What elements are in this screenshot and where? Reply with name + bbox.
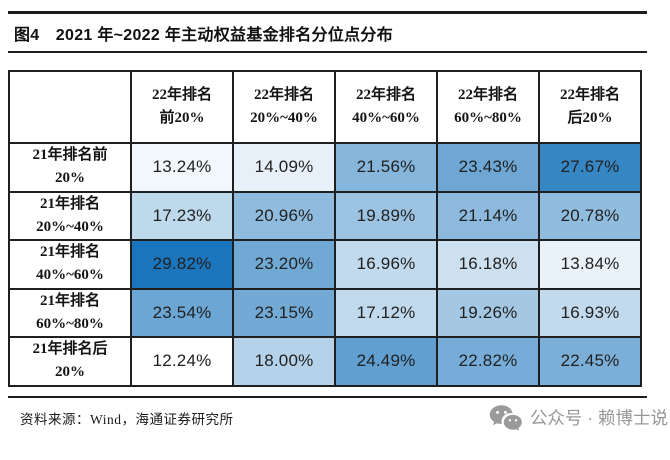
heatmap-cell: 19.89% — [334, 190, 438, 241]
table-row: 21年排名 40%~60% 29.82% 23.20% 16.96% 16.18… — [8, 239, 642, 290]
row-header-line1: 21年排名后 — [32, 341, 108, 357]
row-header-line1: 21年排名 — [39, 195, 100, 212]
row-header-line1: 21年排名前 — [32, 147, 108, 163]
watermark-text: 公众号 · 赖博士说 — [529, 408, 668, 428]
col-header-22yr-bottom20: 22年排名 后20% — [538, 70, 642, 144]
col-header-line1: 22年排名 — [253, 86, 314, 103]
row-header-21yr-bottom20: 21年排名后 20% — [8, 336, 132, 387]
row-header-line2: 40%~60% — [36, 267, 104, 284]
heatmap-cell: 17.23% — [130, 190, 234, 241]
col-header-22yr-top20: 22年排名 前20% — [130, 70, 234, 144]
col-header-line2: 20%~40% — [250, 110, 318, 126]
heatmap-cell: 23.15% — [232, 287, 336, 338]
footer: 资料来源：Wind，海通证券研究所 公众号 · 赖博士说 — [0, 398, 670, 432]
table-row: 21年排名 60%~80% 23.54% 23.15% 17.12% 19.26… — [8, 287, 642, 338]
row-header-21yr-40-60: 21年排名 40%~60% — [8, 239, 132, 290]
footer-divider — [8, 395, 647, 398]
heatmap-cell: 13.24% — [130, 142, 234, 193]
heatmap-cell: 19.26% — [436, 287, 540, 338]
col-header-line2: 后20% — [567, 110, 613, 126]
figure-title: 图4 2021 年~2022 年主动权益基金排名分位点分布 — [14, 27, 394, 44]
col-header-line2: 前20% — [159, 110, 205, 126]
col-header-line1: 22年排名 — [559, 86, 620, 103]
row-header-line2: 60%~80% — [36, 315, 104, 332]
table-row: 21年排名 20%~40% 17.23% 20.96% 19.89% 21.14… — [8, 190, 642, 241]
row-header-21yr-60-80: 21年排名 60%~80% — [8, 287, 132, 338]
col-header-line1: 22年排名 — [151, 86, 212, 103]
heatmap-cell: 16.93% — [538, 287, 642, 338]
heatmap-cell: 16.96% — [334, 239, 438, 290]
row-header-line1: 21年排名 — [39, 292, 100, 309]
heatmap-cell: 23.54% — [130, 287, 234, 338]
row-header-line2: 20% — [55, 364, 85, 381]
col-header-line2: 60%~80% — [454, 110, 522, 126]
heatmap-cell: 12.24% — [130, 336, 234, 387]
row-header-21yr-top20: 21年排名前 20% — [8, 142, 132, 193]
heatmap-cell: 22.45% — [538, 336, 642, 387]
row-header-line2: 20% — [55, 170, 85, 187]
heatmap-cell: 20.78% — [538, 190, 642, 241]
col-header-line2: 40%~60% — [352, 110, 420, 126]
heatmap-cell: 27.67% — [538, 142, 642, 193]
heatmap-cell: 23.43% — [436, 142, 540, 193]
heatmap-cell: 24.49% — [334, 336, 438, 387]
col-header-22yr-40-60: 22年排名 40%~60% — [334, 70, 438, 144]
heatmap-cell: 18.00% — [232, 336, 336, 387]
heatmap-cell: 23.20% — [232, 239, 336, 290]
source-note: 资料来源：Wind，海通证券研究所 — [20, 411, 234, 427]
col-header-22yr-20-40: 22年排名 20%~40% — [232, 70, 336, 144]
row-header-line2: 20%~40% — [36, 218, 104, 235]
col-header-line1: 22年排名 — [457, 86, 518, 103]
col-header-22yr-60-80: 22年排名 60%~80% — [436, 70, 540, 144]
watermark: 公众号 · 赖博士说 — [489, 404, 670, 432]
heatmap-table: 22年排名 前20% 22年排名 20%~40% 22年排名 40%~60% 2… — [8, 70, 642, 387]
title-divider — [8, 51, 647, 53]
row-header-21yr-20-40: 21年排名 20%~40% — [8, 190, 132, 241]
heatmap-cell: 29.82% — [130, 239, 234, 290]
col-header-line1: 22年排名 — [355, 86, 416, 103]
table-row: 21年排名后 20% 12.24% 18.00% 24.49% 22.82% 2… — [8, 336, 642, 387]
figure-container: 图4 2021 年~2022 年主动权益基金排名分位点分布 22年排名 前20%… — [0, 11, 670, 432]
heatmap-cell: 20.96% — [232, 190, 336, 241]
heatmap-cell: 22.82% — [436, 336, 540, 387]
heatmap-cell: 14.09% — [232, 142, 336, 193]
heatmap-cell: 17.12% — [334, 287, 438, 338]
wechat-icon — [489, 404, 522, 431]
heatmap-cell: 21.14% — [436, 190, 540, 241]
heatmap-cell: 21.56% — [334, 142, 438, 193]
header-row: 22年排名 前20% 22年排名 20%~40% 22年排名 40%~60% 2… — [8, 70, 642, 144]
corner-cell — [8, 70, 132, 144]
top-divider — [8, 11, 647, 14]
heatmap-cell: 16.18% — [436, 239, 540, 290]
table-row: 21年排名前 20% 13.24% 14.09% 21.56% 23.43% 2… — [8, 142, 642, 193]
row-header-line1: 21年排名 — [39, 244, 100, 260]
heatmap-cell: 13.84% — [538, 239, 642, 290]
